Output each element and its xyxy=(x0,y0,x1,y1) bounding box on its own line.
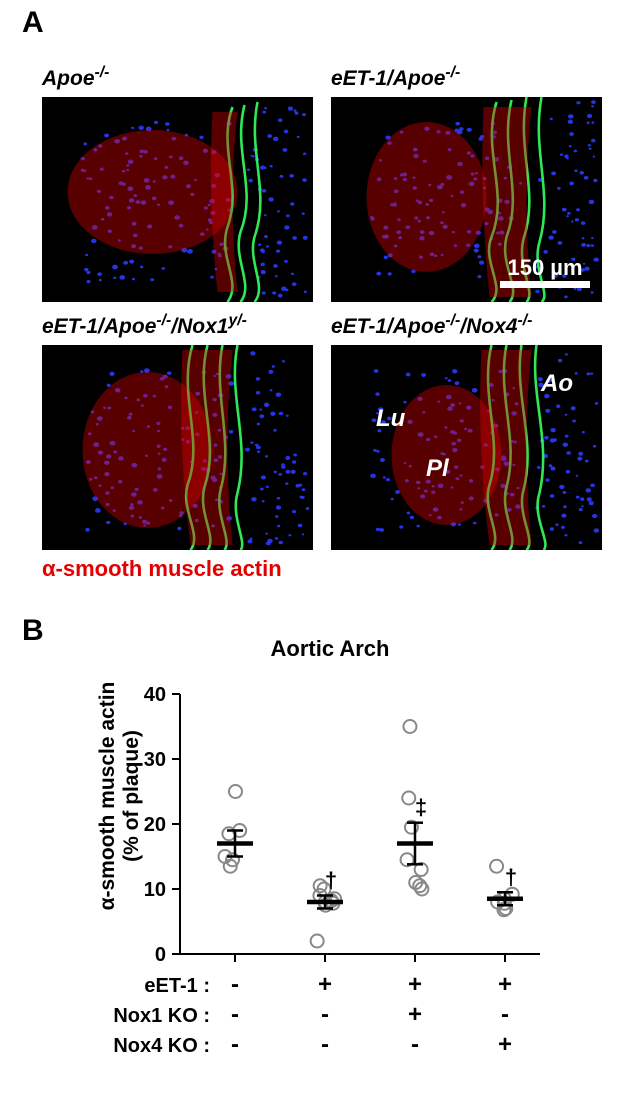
svg-text:-: - xyxy=(321,1031,329,1058)
svg-text:0: 0 xyxy=(155,944,166,966)
scalebar-text: 150 µm xyxy=(507,255,582,281)
anno-pl: Pl xyxy=(426,455,449,483)
t1: Apoe-/- xyxy=(42,67,109,90)
micrograph-1 xyxy=(42,97,313,302)
micrograph-grid: Apoe-/- eET-1/Apoe-/- 150 µm eET-1/Apoe- xyxy=(42,64,602,550)
svg-text:+: + xyxy=(408,1001,422,1028)
scalebar: 150 µm xyxy=(500,255,590,288)
svg-text:eET-1 :: eET-1 : xyxy=(144,975,210,997)
svg-text:†: † xyxy=(325,868,337,893)
svg-text:10: 10 xyxy=(144,879,166,901)
panel-a-label: A xyxy=(22,6,44,40)
svg-text:-: - xyxy=(411,1031,419,1058)
svg-text:+: + xyxy=(498,1031,512,1058)
y-axis-label: α-smooth muscle actin (% of plaque) xyxy=(96,666,144,926)
svg-text:Nox1 KO :: Nox1 KO : xyxy=(113,1005,210,1027)
panel-b-label: B xyxy=(22,614,44,648)
yl2: (% of plaque) xyxy=(120,666,144,926)
svg-text:-: - xyxy=(231,971,239,998)
anno-lu: Lu xyxy=(376,405,405,433)
t4: eET-1/Apoe-/-/Nox4-/- xyxy=(331,315,532,338)
micro-title-3: eET-1/Apoe-/-/Nox1y/- xyxy=(42,302,313,345)
chart-title: Aortic Arch xyxy=(70,636,590,662)
sma-caption: α-smooth muscle actin xyxy=(42,556,282,582)
svg-text:†: † xyxy=(505,864,517,889)
scalebar-bar xyxy=(500,281,590,288)
svg-text:+: + xyxy=(498,971,512,998)
micro-title-4: eET-1/Apoe-/-/Nox4-/- xyxy=(331,302,602,345)
micrograph-4: Lu Pl Ao xyxy=(331,345,602,550)
anno-ao: Ao xyxy=(541,370,573,398)
svg-text:20: 20 xyxy=(144,814,166,836)
micrograph-2: 150 µm xyxy=(331,97,602,302)
svg-text:-: - xyxy=(231,1001,239,1028)
svg-text:40: 40 xyxy=(144,684,166,706)
svg-text:-: - xyxy=(231,1031,239,1058)
chart-svg: 010203040†‡†eET-1 :-+++Nox1 KO :--+-Nox4… xyxy=(70,662,590,1092)
svg-text:-: - xyxy=(501,1001,509,1028)
micrograph-3 xyxy=(42,345,313,550)
svg-text:+: + xyxy=(408,971,422,998)
micro1-svg xyxy=(42,97,313,302)
micro3-svg xyxy=(42,345,313,550)
svg-text:+: + xyxy=(318,971,332,998)
svg-text:‡: ‡ xyxy=(415,795,427,820)
t2: eET-1/Apoe-/- xyxy=(331,67,460,90)
micro-title-1: Apoe-/- xyxy=(42,64,313,97)
chart-wrap: Aortic Arch α-smooth muscle actin (% of … xyxy=(70,636,590,1096)
svg-text:30: 30 xyxy=(144,749,166,771)
micro-title-2: eET-1/Apoe-/- xyxy=(331,64,602,97)
svg-text:Nox4 KO :: Nox4 KO : xyxy=(113,1035,210,1057)
svg-text:-: - xyxy=(321,1001,329,1028)
t3: eET-1/Apoe-/-/Nox1y/- xyxy=(42,315,247,338)
yl1: α-smooth muscle actin xyxy=(96,666,120,926)
